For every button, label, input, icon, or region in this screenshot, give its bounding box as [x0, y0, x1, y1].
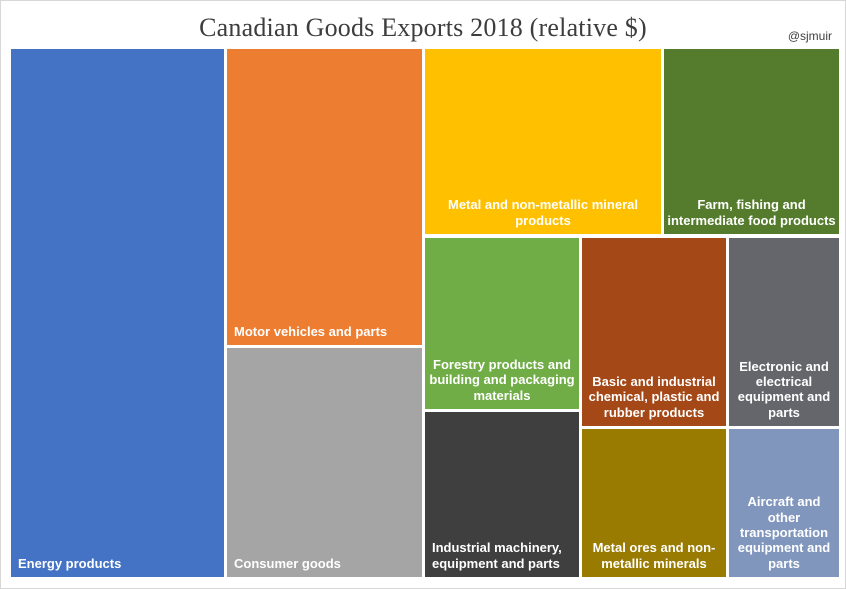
tile-label: Industrial machinery, equipment and parts — [432, 540, 562, 571]
tile-label: Aircraft and other transportation equipment… — [737, 494, 831, 571]
tile-label: Farm, fishing and intermediate food produ… — [667, 197, 836, 228]
treemap-tile-farm-fishing-and-intermediate-food-products: Farm, fishing and intermediate food produ… — [664, 49, 839, 234]
attribution-handle: @sjmuir — [787, 29, 832, 43]
tile-label: Metal and non-metallic mineral products — [448, 197, 638, 228]
treemap-tile-metal-and-non-metallic-mineral-products: Metal and non-metallic mineral products — [425, 49, 661, 234]
tile-label: Forestry products and building and packag… — [429, 357, 575, 403]
treemap-tile-aircraft-and-other-transportation-equipment-and-parts: Aircraft and other transportation equipment… — [729, 429, 839, 577]
treemap-tile-metal-ores-and-non-metallic-minerals: Metal ores and non-metallic minerals — [582, 429, 726, 577]
tile-label: Consumer goods — [234, 555, 341, 571]
treemap-tile-forestry-products-and-building-and-packaging-materials: Forestry products and building and packag… — [425, 238, 579, 409]
treemap-tile-consumer-goods: Consumer goods — [227, 348, 422, 577]
tile-label: Metal ores and non-metallic minerals — [592, 540, 716, 571]
tile-label: Basic and industrial chemical, plastic an… — [588, 374, 720, 420]
treemap-tile-basic-and-industrial-chemical-plastic-and-rubber-products: Basic and industrial chemical, plastic an… — [582, 238, 726, 426]
treemap-tile-electronic-and-electrical-equipment-and-parts: Electronic and electrical equipment and par… — [729, 238, 839, 426]
tile-label: Energy products — [18, 555, 122, 571]
tile-label: Motor vehicles and parts — [234, 323, 388, 339]
tile-label: Electronic and electrical equipment and par… — [737, 358, 831, 420]
treemap-tile-motor-vehicles-and-parts: Motor vehicles and parts — [227, 49, 422, 345]
chart-title: Canadian Goods Exports 2018 (relative $) — [199, 13, 647, 42]
treemap-tile-industrial-machinery-equipment-and-parts: Industrial machinery, equipment and parts — [425, 412, 579, 577]
treemap-tile-energy-products: Energy products — [11, 49, 224, 577]
